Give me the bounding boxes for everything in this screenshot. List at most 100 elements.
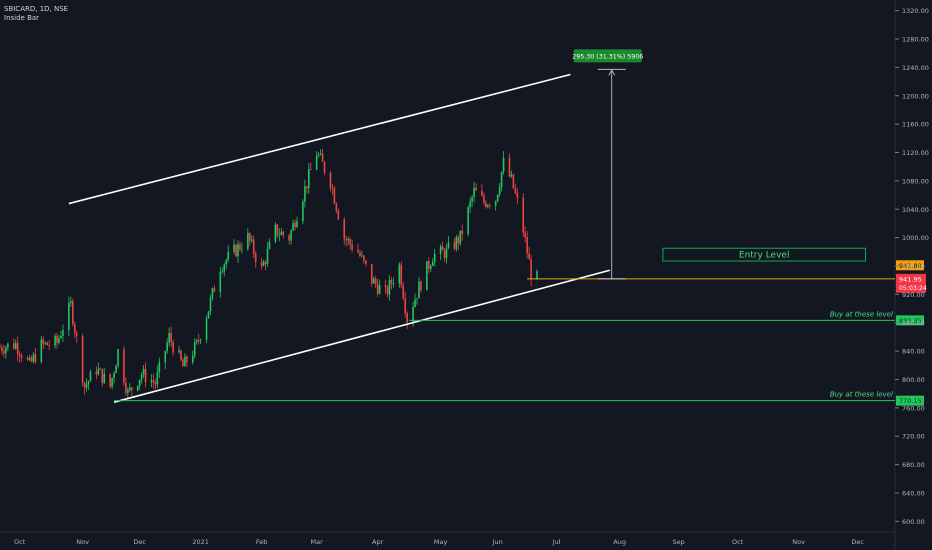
- candle-body: [485, 202, 487, 208]
- candle-body: [294, 222, 296, 228]
- candle-body: [48, 345, 50, 346]
- candle-body: [54, 335, 56, 346]
- candle-body: [233, 244, 235, 252]
- x-tick-label: Nov: [792, 538, 805, 546]
- y-tick-label: 1240.00: [902, 64, 929, 72]
- candle-body: [319, 153, 322, 155]
- x-tick-label: Jun: [492, 538, 503, 546]
- candle-body: [241, 249, 243, 250]
- candle-body: [83, 382, 86, 388]
- candle-body: [3, 351, 5, 354]
- candle-body: [239, 244, 241, 250]
- annotations: Buy at these level 883.35 Buy at these lev…: [68, 49, 927, 406]
- candle-body: [42, 339, 45, 344]
- candle-body: [70, 301, 72, 304]
- candle-body: [249, 233, 251, 241]
- candle-body: [68, 303, 70, 331]
- candle-body: [433, 253, 436, 262]
- candle-body: [323, 161, 326, 173]
- candle-body: [75, 332, 78, 337]
- candle-body: [288, 235, 290, 241]
- candle-body: [400, 264, 403, 286]
- candle-body: [138, 379, 141, 387]
- y-tick-label: 640.00: [902, 489, 925, 497]
- candle-body: [514, 188, 517, 193]
- candle-body: [46, 342, 49, 346]
- y-tick-label: 1160.00: [902, 121, 929, 129]
- candle-body: [195, 340, 198, 343]
- candle-body: [431, 261, 434, 266]
- candle-body: [317, 154, 320, 156]
- candle-body: [488, 204, 491, 206]
- current-price-text: 941.95: [899, 275, 922, 283]
- y-tick-label: 1080.00: [902, 177, 929, 185]
- candle-body: [7, 343, 9, 348]
- y-tick-label: 760.00: [902, 404, 925, 412]
- candle-body: [205, 318, 208, 340]
- candle-body: [260, 261, 263, 266]
- candle-body: [329, 172, 332, 188]
- candle-body: [113, 373, 115, 378]
- candle-body: [473, 187, 475, 198]
- candle-body: [211, 288, 214, 298]
- candle-body: [60, 335, 62, 339]
- candle-body: [522, 197, 525, 233]
- entry-zone-box: [662, 247, 866, 262]
- candle-body: [62, 330, 64, 336]
- candle-body: [406, 313, 408, 323]
- candle-body: [12, 343, 15, 349]
- candle-body: [467, 207, 469, 234]
- candle-body: [494, 201, 497, 206]
- candle-body: [420, 281, 422, 291]
- candle-body: [524, 232, 526, 238]
- x-tick-label: Nov: [76, 538, 89, 546]
- candle-body: [30, 357, 33, 362]
- candle-body: [142, 368, 145, 375]
- candle-body: [166, 342, 168, 352]
- candle-body: [20, 356, 23, 358]
- candle-body: [365, 260, 367, 265]
- candle-body: [363, 255, 365, 261]
- y-tick-label: 1200.00: [902, 92, 929, 100]
- candle-body: [333, 188, 336, 204]
- candle-body: [97, 368, 100, 375]
- candle-body: [471, 197, 473, 202]
- x-tick-label: Dec: [133, 538, 146, 546]
- candle-body: [274, 224, 277, 242]
- candle-body: [349, 238, 351, 245]
- candle-body: [156, 371, 159, 385]
- candle-body: [81, 336, 84, 383]
- candle-body: [199, 339, 202, 341]
- candle-body: [172, 342, 174, 353]
- candle-body: [254, 253, 257, 262]
- candle-body: [388, 279, 391, 295]
- candle-body: [130, 387, 133, 391]
- candle-body: [170, 333, 172, 343]
- candle-body: [461, 230, 464, 234]
- candle-body: [487, 204, 489, 208]
- y-tick-label: 720.00: [902, 433, 925, 441]
- candle-body: [209, 297, 212, 312]
- candle-body: [445, 247, 448, 259]
- support-price-tag-text: 883.35: [899, 317, 922, 325]
- candle-body: [127, 389, 129, 393]
- candle-body: [280, 231, 283, 235]
- candle-body: [428, 261, 430, 269]
- candle-body: [412, 306, 414, 323]
- candle-body: [158, 362, 161, 372]
- candles: [0, 148, 538, 400]
- x-tick-label: Apr: [372, 538, 384, 546]
- candle-body: [178, 350, 180, 353]
- candle-body: [101, 368, 104, 383]
- x-tick-label: Aug: [613, 538, 626, 546]
- y-tick-label: 1120.00: [902, 149, 929, 157]
- candle-body: [150, 380, 153, 383]
- candle-body: [129, 387, 131, 390]
- candle-body: [237, 244, 239, 257]
- candle-body: [182, 359, 184, 367]
- candle-body: [73, 324, 76, 333]
- candle-body: [345, 238, 347, 241]
- grid: [0, 0, 896, 550]
- candle-body: [125, 382, 127, 393]
